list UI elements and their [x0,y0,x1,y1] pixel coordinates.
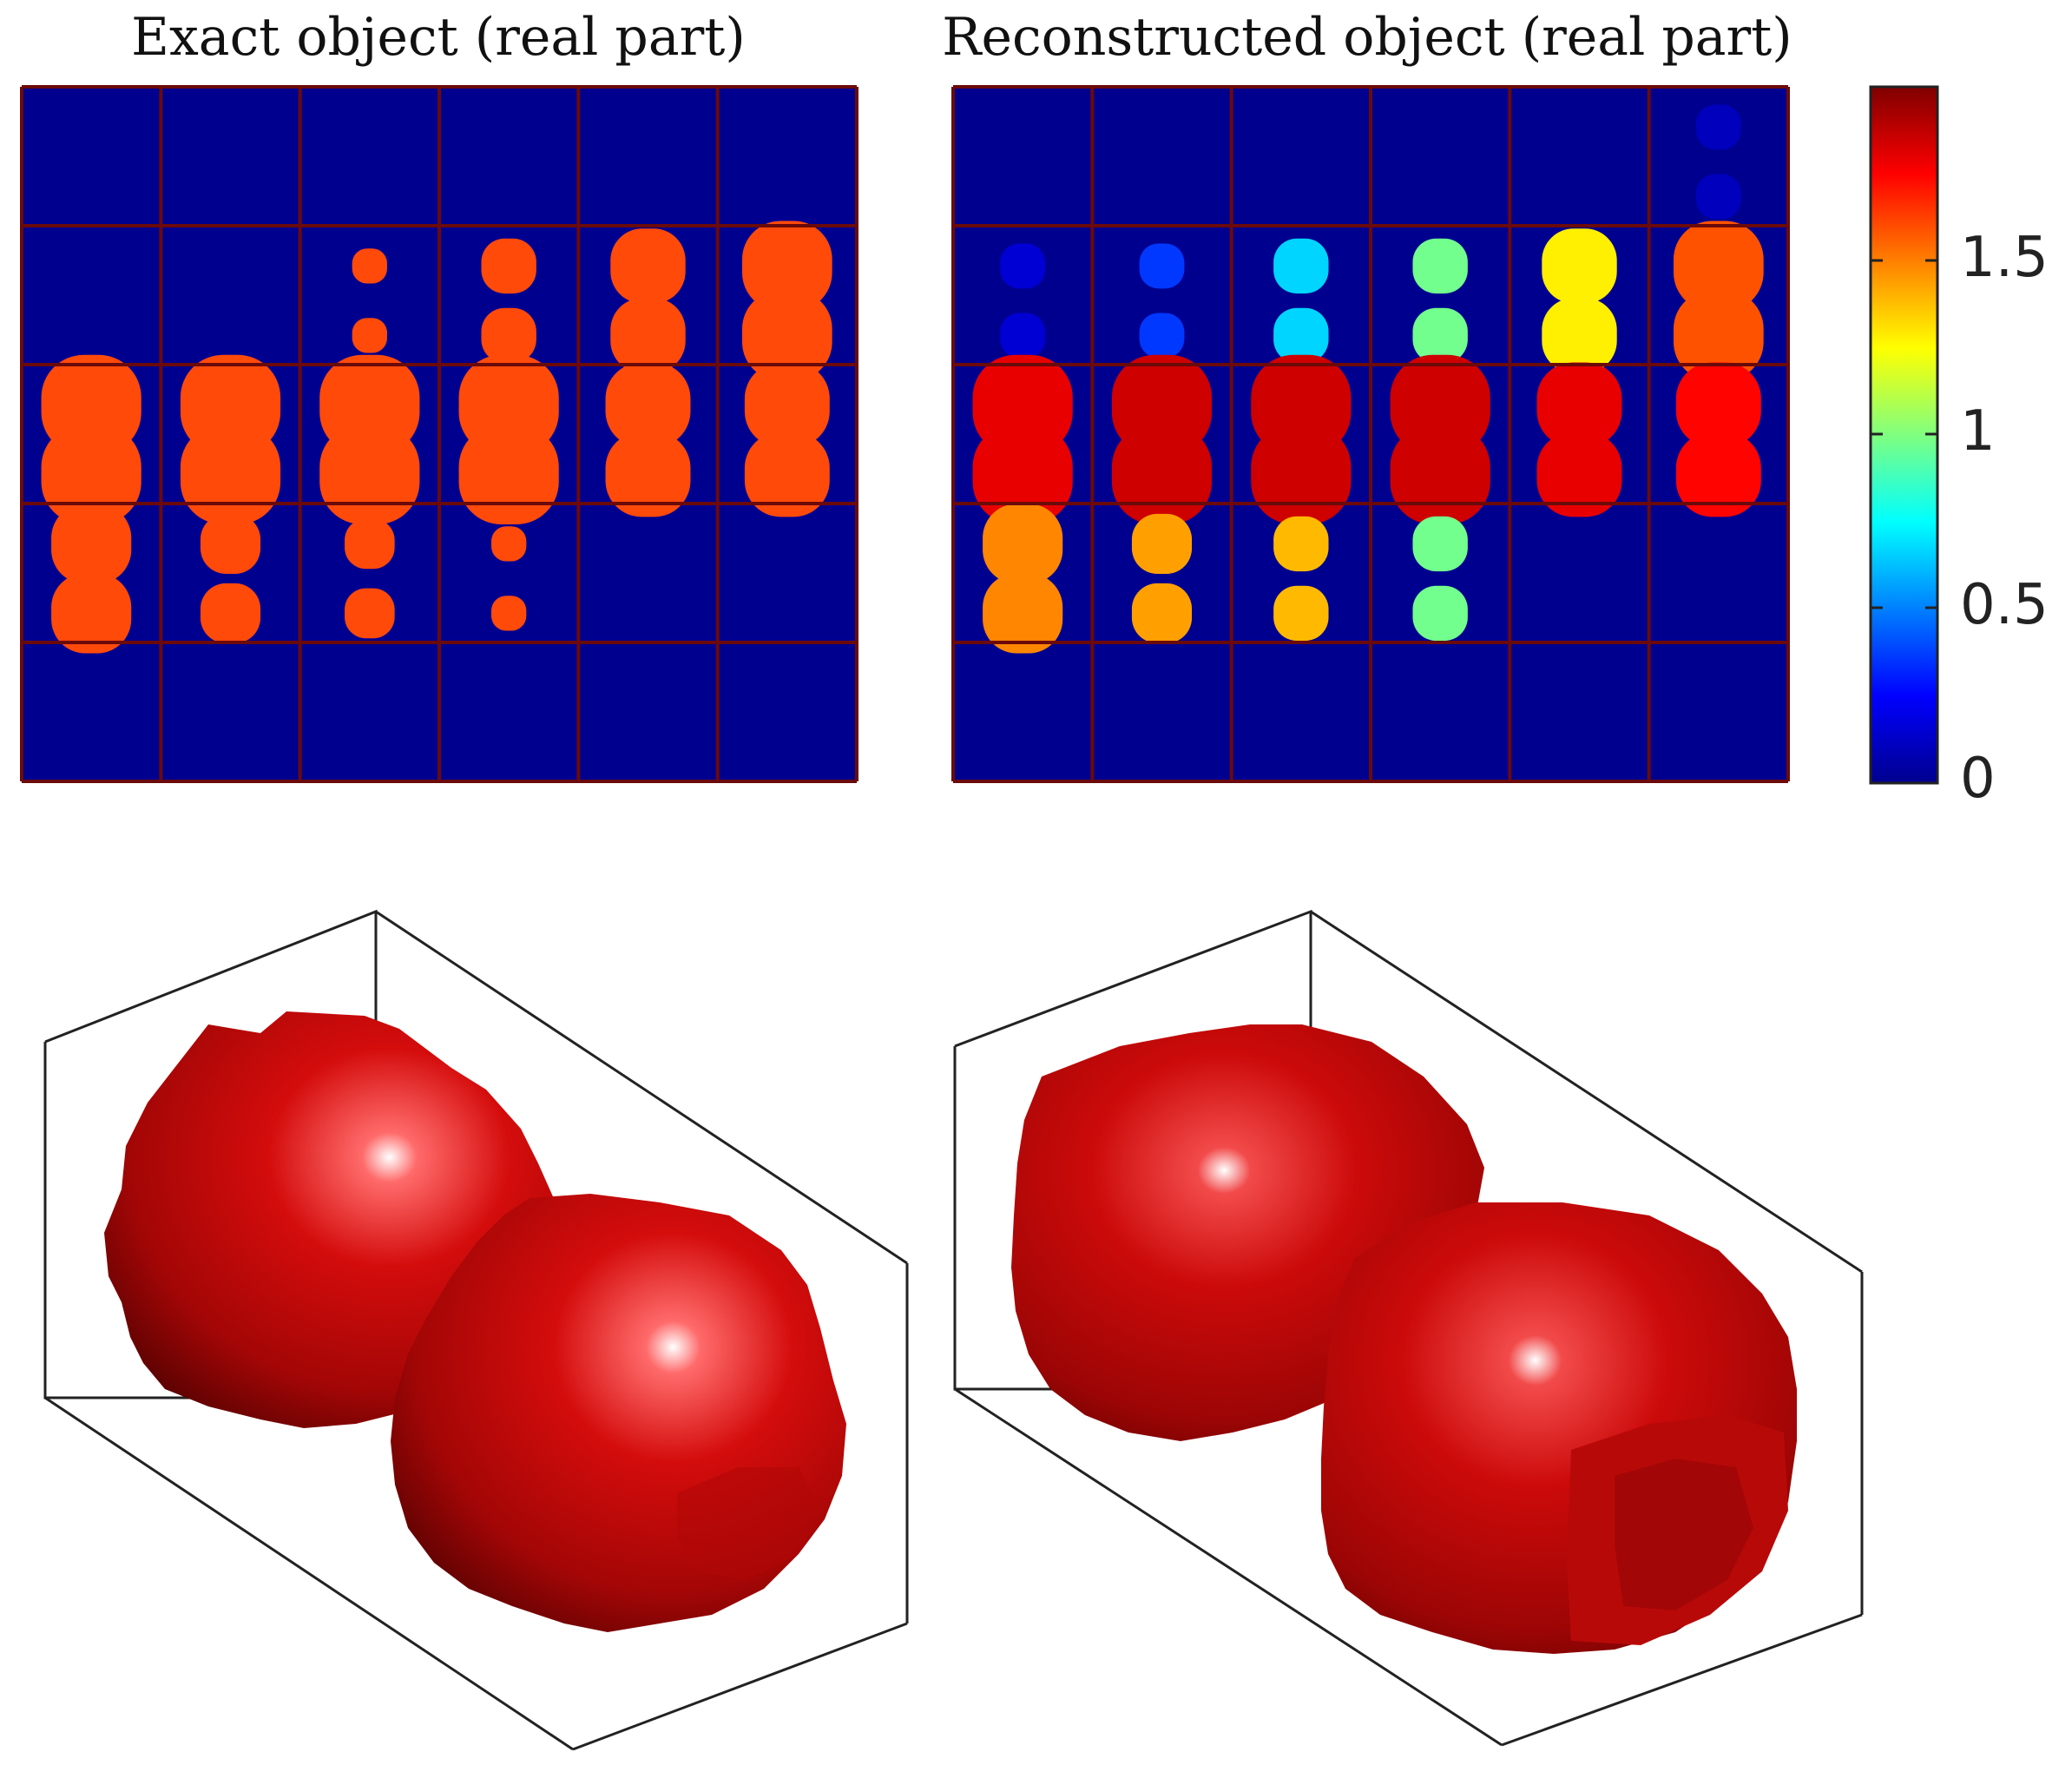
recon-blob-r2-c3-1 [1390,424,1490,524]
exact-blob-r2-c4-1 [605,431,691,517]
recon-blob-r1-c1-0 [1139,243,1185,289]
colorbar [1869,85,1939,785]
colorbar-label-1: 1 [1960,399,1996,464]
recon-sphere-open-end-inner [1615,1459,1753,1610]
exact-blob-r2-c5-0 [744,362,830,448]
reconstructed-slice-borders [951,85,1790,783]
recon-blob-r1-c0-0 [1000,243,1046,289]
exact-blob-r1-c2-1 [352,318,387,353]
recon-blob-r1-c3-1 [1412,307,1468,364]
exact-blob-r1-c4-0 [610,228,686,304]
recon-blob-r1-c4-1 [1542,298,1617,373]
recon-box-bottom-right [1501,1613,1863,1747]
exact-blob-r3-c1-1 [200,583,261,643]
exact-blob-r1-c5-0 [741,221,832,312]
exact-sphere-shadow-patch [677,1467,820,1580]
recon-blob-r2-c5-1 [1675,431,1761,517]
exact-blob-r2-c2-1 [319,424,420,524]
exact-blob-r2-c5-1 [744,431,830,517]
recon-blob-r3-c1-1 [1131,583,1193,643]
exact-slice-borders [20,85,858,783]
recon-blob-r3-c1-0 [1131,513,1193,574]
exact-blob-r2-c3-1 [458,424,559,524]
exact-blob-r3-c3-1 [491,596,527,631]
recon-blob-r3-c0-0 [983,504,1063,584]
exact-panel-title: Exact object (real part) [131,7,746,68]
exact-blob-r1-c5-1 [741,290,832,381]
exact-blob-r1-c4-1 [610,298,686,373]
exact-blob-r1-c3-0 [481,238,536,294]
exact-blob-r3-c2-0 [345,518,395,570]
recon-box-top-edge [1310,910,1863,1274]
recon-blob-r3-c3-1 [1412,585,1468,642]
recon-blob-r3-c2-1 [1273,585,1329,642]
exact-blob-r2-c4-0 [605,362,691,448]
colorbar-label-1-5: 1.5 [1960,226,2049,290]
exact-box-top-edge [375,910,908,1265]
recon-blob-r2-c4-1 [1536,431,1622,517]
recon-blob-r0-c5-1 [1695,174,1741,220]
exact-box-bottom-front [44,1396,574,1751]
recon-box-bottom-front [954,1387,1503,1747]
exact-box-bottom-right [572,1622,908,1751]
reconstructed-panel-title: Reconstructed object (real part) [942,7,1792,68]
exact-blob-r3-c3-0 [491,526,527,562]
exact-3d-view [43,909,909,1751]
exact-blob-r3-c1-0 [200,513,261,574]
colorbar-label-0: 0 [1960,747,1996,811]
recon-blob-r1-c2-1 [1273,307,1329,364]
recon-blob-r2-c4-0 [1536,362,1622,448]
recon-blob-r1-c3-0 [1412,238,1468,294]
recon-blob-r2-c0-1 [972,424,1073,524]
recon-blob-r1-c1-1 [1139,313,1185,359]
reconstructed-slice-mosaic [951,85,1790,783]
exact-blob-r3-c2-1 [345,588,395,639]
recon-blob-r0-c5-0 [1695,104,1741,150]
recon-blob-r2-c2-1 [1251,424,1352,524]
recon-blob-r3-c3-0 [1412,516,1468,572]
recon-blob-r1-c5-1 [1673,290,1764,381]
recon-blob-r3-c2-0 [1273,516,1329,572]
recon-blob-r2-c5-0 [1675,362,1761,448]
exact-blobs [41,221,832,654]
exact-blob-r1-c2-0 [352,248,387,284]
recon-blob-r2-c1-1 [1111,424,1213,524]
recon-blob-r3-c0-1 [983,573,1063,654]
recon-blob-r1-c5-0 [1673,221,1764,312]
exact-blob-r3-c0-0 [51,504,132,584]
exact-blob-r3-c0-1 [51,573,132,654]
exact-blob-r2-c0-1 [41,424,141,524]
colorbar-label-0-5: 0.5 [1960,573,2049,637]
exact-blob-r2-c1-1 [180,424,281,524]
reconstructed-3d-view [953,909,1864,1747]
recon-blob-r1-c4-0 [1542,228,1617,304]
reconstructed-blobs [972,104,1764,654]
exact-slice-mosaic [20,85,858,783]
recon-blob-r1-c2-0 [1273,238,1329,294]
exact-blob-r1-c3-1 [481,307,536,364]
recon-blob-r1-c0-1 [1000,313,1046,359]
